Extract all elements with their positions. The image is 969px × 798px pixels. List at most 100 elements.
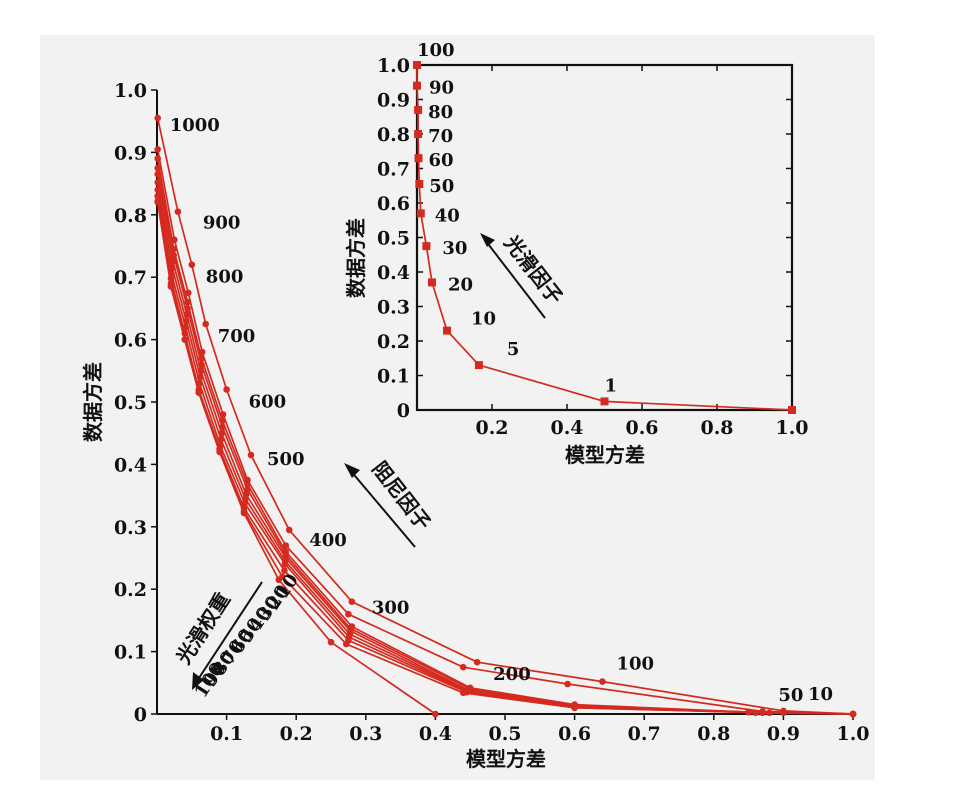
- inset-series-line: [416, 65, 793, 411]
- main-data-point: [181, 336, 189, 343]
- main-x-tick-label: 0.7: [628, 723, 661, 745]
- inset-point-label: 1: [605, 375, 618, 396]
- main-y-tick-label: 0: [134, 704, 147, 726]
- main-y-tick-label: 0.8: [114, 205, 147, 227]
- inset-point-label: 60: [429, 150, 454, 171]
- smooth-weight-arrow-line: [196, 581, 263, 682]
- inset-data-point: [415, 180, 424, 188]
- inset-x-tick-label: 0.4: [550, 417, 583, 439]
- main-data-point: [216, 448, 223, 456]
- main-y-tick-label: 0.7: [114, 267, 147, 289]
- inset-x-tick-label: 1.0: [775, 417, 808, 439]
- inset-y-tick-label: 0: [397, 400, 410, 422]
- main-data-point: [432, 710, 439, 718]
- inset-point-label: 70: [428, 126, 453, 147]
- inset-y-axis-title: 数据方差: [344, 218, 368, 298]
- main-x-tick-label: 0.1: [210, 723, 243, 745]
- damping-point-label: 100: [616, 654, 654, 675]
- main-axes: 0 0.1 0.2 0.3 0.4 0.5 0.6 0.7 0.8 0.9 1.0 0.1 0.2 0.3…: [114, 80, 870, 745]
- main-y-axis-title: 数据方差: [81, 362, 105, 442]
- inset-y-tick-label: 0.7: [377, 159, 410, 181]
- main-data-point: [599, 678, 606, 685]
- damping-point-label: 200: [493, 664, 531, 685]
- main-y-tick-label: 0.6: [114, 330, 147, 352]
- inset-y-tick-label: 0.2: [377, 331, 410, 353]
- main-data-point: [240, 509, 248, 517]
- inset-axes: 0 0.1 0.2 0.3 0.4 0.5 0.6 0.7 0.8 0.9 1.0 0.2 0.4 0.6…: [377, 55, 809, 439]
- main-series: [154, 114, 857, 718]
- main-data-point: [154, 170, 161, 178]
- inset-x-tick-label: 0.8: [700, 417, 733, 439]
- main-data-point: [281, 560, 289, 568]
- inset-point-label: 100: [417, 40, 455, 61]
- main-data-point: [154, 186, 161, 194]
- main-x-axis-title: 模型方差: [466, 747, 546, 771]
- main-data-point: [345, 610, 352, 618]
- smooth-factor-label: 光滑因子: [499, 230, 568, 309]
- main-data-point: [285, 526, 293, 534]
- inset-y-tick-label: 0.8: [377, 124, 410, 146]
- main-y-tick-label: 0.9: [114, 142, 147, 164]
- main-data-point: [154, 179, 161, 186]
- main-data-point: [780, 709, 787, 717]
- main-data-point: [188, 261, 196, 269]
- inset-point-label: 50: [429, 176, 454, 197]
- main-y-tick-label: 0.3: [114, 517, 147, 539]
- main-data-point: [275, 576, 283, 584]
- inset-data-point: [416, 209, 425, 218]
- damping-point-label: 500: [267, 449, 305, 470]
- main-data-point: [167, 283, 175, 290]
- main-data-point: [473, 658, 481, 666]
- main-x-tick-label: 0.5: [488, 723, 521, 745]
- damping-factor-annotation: 阻尼因子: [344, 457, 436, 548]
- main-data-point: [571, 704, 578, 712]
- inset-point-label: 10: [471, 309, 496, 330]
- main-data-point: [348, 598, 356, 605]
- damping-factor-label: 阻尼因子: [367, 457, 435, 535]
- inset-y-tick-label: 1.0: [377, 55, 410, 77]
- damping-point-label: 400: [309, 530, 347, 551]
- main-y-tick-label: 0.2: [114, 579, 147, 601]
- main-data-point: [281, 567, 288, 574]
- main-x-tick-label: 0.4: [419, 723, 452, 745]
- main-data-point: [244, 486, 251, 493]
- damping-point-label: 800: [206, 267, 244, 288]
- damping-arrow-line: [349, 469, 416, 548]
- main-data-point: [154, 192, 161, 200]
- main-x-tick-label: 1.0: [836, 723, 869, 745]
- inset-y-tick-label: 0.6: [377, 193, 410, 215]
- main-series-line: [156, 195, 854, 715]
- smooth-factor-arrow-head: [480, 233, 495, 247]
- main-data-point: [195, 389, 203, 396]
- inset-x-axis-title: 模型方差: [565, 443, 645, 467]
- inset-data-point: [413, 61, 421, 69]
- inset-data-point: [788, 406, 796, 414]
- main-series-line: [156, 200, 854, 715]
- main-data-point: [174, 208, 182, 215]
- main-data-point: [564, 680, 571, 688]
- main-data-point: [459, 689, 467, 697]
- main-data-point: [282, 542, 290, 549]
- main-data-point: [223, 386, 230, 393]
- main-series-line: [156, 117, 854, 715]
- inset-point-label: 40: [435, 205, 460, 226]
- main-data-point: [459, 663, 467, 671]
- damping-point-label: 1000: [170, 115, 220, 136]
- main-data-point: [154, 146, 161, 153]
- damping-arrow-head: [344, 463, 360, 478]
- smooth-factor-annotation: 光滑因子: [480, 230, 568, 319]
- inset-data-point: [474, 361, 483, 370]
- damping-point-label: 10: [808, 684, 833, 705]
- main-data-point: [343, 640, 350, 648]
- inset-series: [413, 61, 796, 414]
- inset-data-point: [428, 278, 436, 287]
- main-data-point: [154, 164, 161, 172]
- damping-point-label: 700: [218, 326, 256, 347]
- inset-point-label: 20: [448, 274, 473, 295]
- main-series-line: [156, 158, 854, 715]
- main-data-point: [202, 320, 209, 328]
- main-y-tick-label: 0.4: [114, 454, 147, 476]
- inset-x-tick-label: 0.6: [625, 417, 658, 439]
